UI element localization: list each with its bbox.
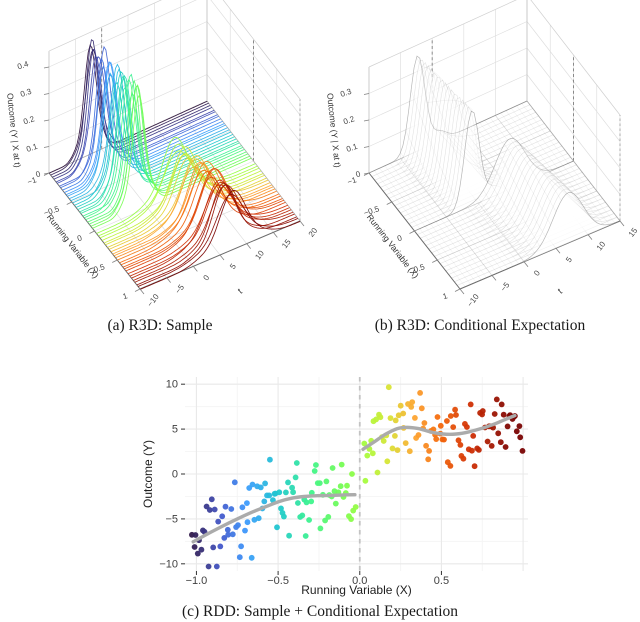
svg-text:0.5: 0.5 <box>93 262 107 274</box>
svg-text:−10: −10 <box>159 558 178 570</box>
svg-text:0.3: 0.3 <box>19 87 33 99</box>
svg-text:0: 0 <box>35 169 43 179</box>
svg-text:0.4: 0.4 <box>16 59 30 71</box>
svg-text:0: 0 <box>172 469 178 481</box>
svg-text:Outcome (Y | X at t): Outcome (Y | X at t) <box>325 93 343 169</box>
caption-panel-c: (c) RDD: Sample + Conditional Expectatio… <box>181 603 459 620</box>
panel-r3d-conditional-expectation: −1−0.500.51 −10−505101500.10.20.3Running … <box>325 0 640 309</box>
svg-text:20: 20 <box>307 226 320 239</box>
svg-text:10: 10 <box>595 239 608 252</box>
svg-text:5: 5 <box>564 255 574 264</box>
svg-text:Outcome (Y): Outcome (Y) <box>141 440 155 508</box>
svg-text:0.0: 0.0 <box>352 575 367 587</box>
svg-text:15: 15 <box>627 226 640 239</box>
caption-panel-b: (b) R3D: Conditional Expectation <box>374 317 586 334</box>
svg-text:−10: −10 <box>465 292 481 309</box>
svg-text:5: 5 <box>172 424 178 436</box>
svg-text:0: 0 <box>76 233 84 243</box>
panel-rdd-scatter: −1.0 −0.5 0.0 0.5 −10 −5 0 5 10 Running Variable … <box>141 377 528 597</box>
svg-text:0.3: 0.3 <box>339 87 353 99</box>
svg-text:0: 0 <box>201 273 211 282</box>
svg-text:0: 0 <box>396 233 404 243</box>
svg-text:10: 10 <box>253 248 266 261</box>
svg-text:−5: −5 <box>499 280 512 293</box>
svg-text:Outcome (Y | X at t): Outcome (Y | X at t) <box>5 93 23 169</box>
svg-text:0.2: 0.2 <box>22 114 36 126</box>
svg-text:−1.0: −1.0 <box>186 575 208 587</box>
svg-text:0: 0 <box>355 169 363 179</box>
caption-panel-a: (a) R3D: Sample <box>107 317 213 334</box>
svg-text:0.2: 0.2 <box>342 114 356 126</box>
svg-text:5: 5 <box>228 262 238 271</box>
svg-text:−10: −10 <box>145 292 161 309</box>
svg-text:1: 1 <box>122 291 130 301</box>
svg-text:−5: −5 <box>173 282 186 295</box>
svg-text:−5: −5 <box>165 513 178 525</box>
svg-text:t: t <box>235 287 245 296</box>
svg-text:0.5: 0.5 <box>413 262 427 274</box>
svg-text:0.1: 0.1 <box>345 142 359 154</box>
svg-text:t: t <box>555 287 565 296</box>
svg-text:Running Variable (X): Running Variable (X) <box>301 583 412 597</box>
svg-text:−1: −1 <box>26 175 38 187</box>
svg-text:−1: −1 <box>346 175 358 187</box>
svg-text:15: 15 <box>280 237 293 250</box>
svg-text:−0.5: −0.5 <box>267 575 289 587</box>
svg-text:0: 0 <box>532 268 542 277</box>
svg-text:1: 1 <box>442 291 450 301</box>
svg-text:10: 10 <box>166 379 178 391</box>
panel-r3d-sample: −1−0.500.51 −10−50510152000.10.20.30.4Run… <box>5 0 320 309</box>
svg-text:0.5: 0.5 <box>434 575 449 587</box>
svg-text:0.1: 0.1 <box>25 142 39 154</box>
